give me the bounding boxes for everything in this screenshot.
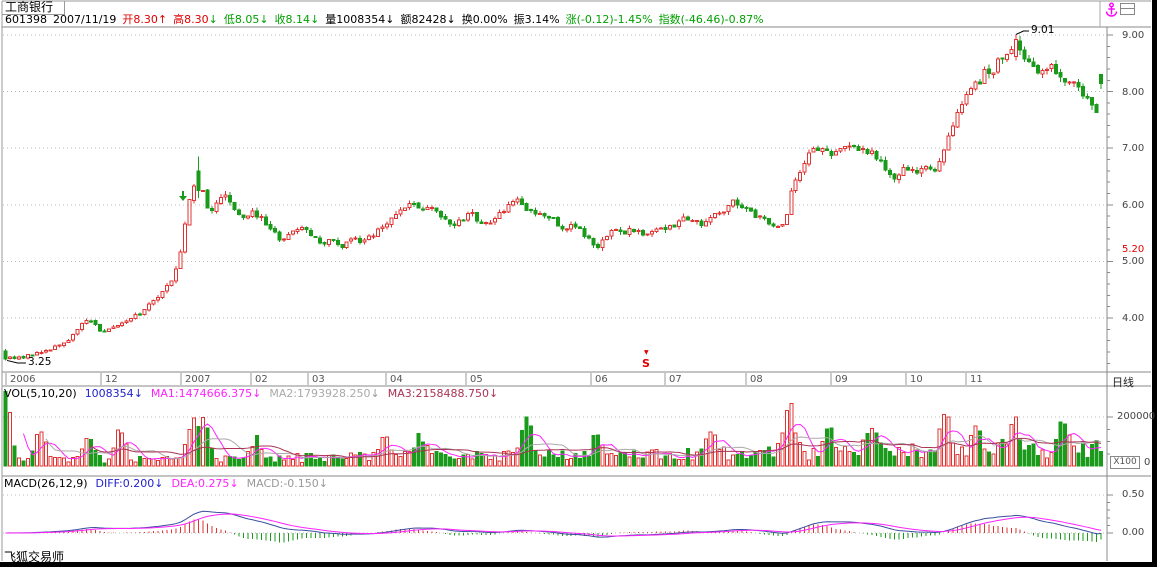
volume-header-field-arrow-icon: ↓ <box>488 387 499 400</box>
volume-header-field-arrow-icon: ↓ <box>133 387 143 400</box>
macd-header-field: MACD(26,12,9) <box>4 477 88 490</box>
month-label: 2006 <box>10 374 36 385</box>
quote-field: 高8.30↓ <box>173 13 218 26</box>
sell-signal-arrow-icon: ▼ <box>644 349 649 356</box>
window-icon[interactable] <box>1120 3 1135 15</box>
quote-field: 额82428↓ <box>400 13 456 26</box>
price-axis-label: 4.00 <box>1122 313 1145 324</box>
price-axis-label: 7.00 <box>1122 143 1145 155</box>
month-label: 10 <box>910 374 923 385</box>
volume-axis-label: 200000 <box>1117 411 1156 422</box>
volume-header-field: MA2:1793928.250↓ <box>269 387 380 400</box>
quote-field-arrow-icon: ↓ <box>446 13 456 26</box>
period-label[interactable]: 日线 <box>1112 376 1134 389</box>
macd-header-field: DIFF:0.200↓ <box>95 477 164 490</box>
volume-indicator-header: VOL(5,10,20) 1008354↓ MA1:1474666.375↓ MA2:… <box>4 388 498 400</box>
quote-field: 量1008354↓ <box>325 13 395 26</box>
last-price-label: 5.20 <box>1122 244 1145 255</box>
volume-header-field-arrow-icon: ↓ <box>252 387 262 400</box>
month-label: 07 <box>669 374 682 385</box>
month-label: 09 <box>835 374 848 385</box>
volume-unit-box[interactable]: X100 <box>1110 456 1140 469</box>
month-label: 03 <box>312 374 325 385</box>
quote-field: 开8.30↑ <box>122 13 168 26</box>
quote-field-arrow-icon: ↓ <box>259 13 269 26</box>
annotation-low-price: 3.25 <box>28 356 52 368</box>
annotation-high-price: 9.01 <box>1031 24 1055 36</box>
quote-field: 601398 <box>5 13 47 26</box>
anchor-icon[interactable] <box>1105 2 1118 17</box>
quote-field: 涨(-0.12)-1.45% <box>565 13 653 26</box>
quote-field: 振3.14% <box>513 13 560 26</box>
quote-field-arrow-icon: ↑ <box>157 13 168 26</box>
macd-axis-label-upper: 0.50 <box>1122 489 1145 500</box>
macd-header-field: MACD:-0.150↓ <box>246 477 329 490</box>
volume-header-field: VOL(5,10,20) <box>4 387 77 400</box>
price-axis-label: 9.00 <box>1122 30 1145 41</box>
volume-bars <box>3 390 1104 467</box>
quote-field-arrow-icon: ↓ <box>385 13 395 26</box>
volume-ma-lines <box>22 423 1102 460</box>
macd-header-field-arrow-icon: ↓ <box>318 477 329 490</box>
month-label: 02 <box>255 374 268 385</box>
volume-header-field: MA1:1474666.375↓ <box>150 387 262 400</box>
month-label: 08 <box>750 374 763 385</box>
month-label: 06 <box>595 374 608 385</box>
quote-info-bar: 601398 2007/11/19 开8.30↑ 高8.30↓ 低8.05↓ 收8.14↓… <box>5 14 764 26</box>
price-axis-label: 6.00 <box>1122 199 1145 211</box>
month-label: 2007 <box>185 374 211 385</box>
month-label: 12 <box>105 374 118 385</box>
quote-field: 指数(-46.46)-0.87% <box>658 13 764 26</box>
macd-header-field: DEA:0.275↓ <box>171 477 239 490</box>
status-text: 飞狐交易师 <box>4 550 65 564</box>
month-label: 05 <box>470 374 483 385</box>
quote-field: 2007/11/19 <box>53 13 117 26</box>
volume-header-field-arrow-icon: ↓ <box>370 387 380 400</box>
macd-header-field-arrow-icon: ↓ <box>154 477 164 490</box>
macd-header-field-arrow-icon: ↓ <box>229 477 239 490</box>
quote-field: 低8.05↓ <box>223 13 269 26</box>
price-axis-label: 5.00 <box>1122 256 1145 268</box>
quote-field-arrow-icon: ↓ <box>208 13 218 26</box>
chart-markers <box>6 30 1029 364</box>
stock-name: 工商银行 <box>5 0 54 14</box>
axis-ticks <box>5 34 1113 534</box>
month-label: 04 <box>390 374 403 385</box>
macd-lines <box>5 510 1102 538</box>
macd-axis-label-zero: 0.00 <box>1122 527 1145 538</box>
quote-field: 换0.00% <box>461 13 508 26</box>
month-label: 11 <box>970 374 983 385</box>
volume-header-field: 1008354↓ <box>84 387 143 400</box>
volume-header-field: MA3:2158488.750↓ <box>387 387 499 400</box>
sell-signal-s: S <box>642 357 650 370</box>
macd-indicator-header: MACD(26,12,9) DIFF:0.200↓ DEA:0.275↓ MACD:-… <box>4 478 328 490</box>
price-axis-label: 8.00 <box>1122 86 1145 98</box>
title-cell <box>2 1 65 15</box>
candlestick-series <box>3 34 1104 361</box>
quote-field-arrow-icon: ↓ <box>310 13 320 26</box>
volume-zero-label: 0 <box>1144 457 1151 468</box>
quote-field: 收8.14↓ <box>274 13 320 26</box>
